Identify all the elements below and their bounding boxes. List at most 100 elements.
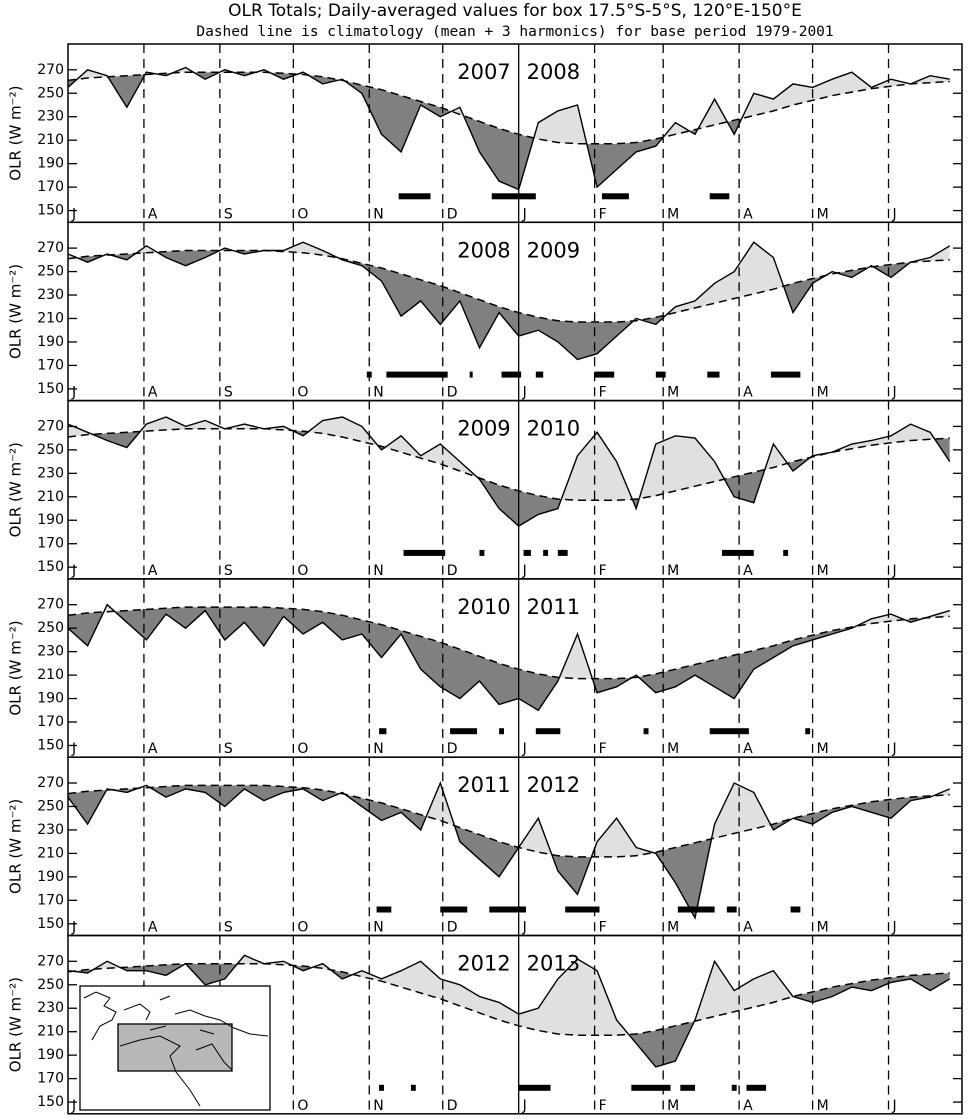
year-label: 2008	[457, 238, 510, 262]
olr-line	[67, 781, 951, 920]
panel-frame	[67, 934, 963, 1115]
climatology-line	[67, 606, 950, 680]
event-bar	[535, 728, 561, 735]
x-tick-label: M	[817, 920, 829, 936]
event-bar	[643, 728, 649, 735]
y-tick-label: 190	[37, 334, 64, 350]
y-tick-label: 190	[37, 691, 64, 707]
x-tick-label: O	[297, 385, 308, 401]
x-tick-label: M	[667, 1098, 679, 1114]
event-bar	[379, 728, 387, 735]
year-label: 2012	[457, 952, 510, 976]
y-tick-label: 230	[37, 1000, 64, 1016]
year-label: 2011	[527, 595, 580, 619]
x-tick-label: A	[743, 1098, 753, 1114]
x-tick-label: M	[667, 385, 679, 401]
event-bar	[379, 1084, 384, 1091]
x-tick-label: O	[297, 920, 308, 936]
y-tick-label: 230	[37, 465, 64, 481]
x-tick-label: N	[373, 1098, 383, 1114]
inset-map	[79, 985, 271, 1111]
event-bar	[491, 193, 536, 200]
y-tick-label: 150	[37, 381, 64, 397]
y-tick-label: 230	[37, 287, 64, 303]
x-tick-label: J	[892, 1098, 897, 1114]
event-bar	[557, 549, 568, 556]
x-tick-label: O	[297, 741, 308, 757]
x-tick-label: M	[817, 1098, 829, 1114]
event-bar	[770, 371, 801, 378]
y-tick-label: 250	[37, 442, 64, 458]
y-tick-label: 210	[37, 310, 64, 326]
x-tick-label: A	[743, 563, 753, 579]
x-tick-label: N	[373, 385, 383, 401]
x-tick-label: A	[743, 206, 753, 222]
y-tick-label: 270	[37, 418, 64, 434]
climatology-line	[67, 428, 950, 502]
y-tick-label: 150	[37, 737, 64, 753]
olr-line	[67, 241, 951, 361]
y-tick-label: 150	[37, 916, 64, 932]
event-bar	[376, 906, 392, 913]
x-tick-label: A	[148, 741, 158, 757]
x-tick-label: F	[599, 741, 607, 757]
event-bar	[469, 371, 473, 378]
event-bar	[721, 549, 754, 556]
y-tick-label: 250	[37, 85, 64, 101]
event-bar	[746, 1084, 767, 1091]
year-label: 2013	[527, 952, 580, 976]
event-bar	[386, 371, 448, 378]
year-label: 2011	[457, 773, 510, 797]
event-bar	[499, 728, 504, 735]
title: OLR Totals; Daily-averaged values for bo…	[228, 1, 802, 21]
y-axis-label: OLR (W m⁻²)	[7, 977, 25, 1072]
x-tick-label: F	[599, 1098, 607, 1114]
year-label: 2008	[527, 60, 580, 84]
x-tick-label: A	[148, 206, 158, 222]
y-tick-label: 270	[37, 62, 64, 78]
event-bar	[709, 728, 749, 735]
x-tick-label: D	[447, 741, 458, 757]
event-bar	[450, 728, 478, 735]
y-tick-label: 270	[37, 953, 64, 969]
event-bar	[501, 371, 522, 378]
x-tick-label: O	[297, 563, 308, 579]
y-tick-label: 150	[37, 203, 64, 219]
x-tick-label: J	[892, 563, 897, 579]
x-tick-label: A	[148, 920, 158, 936]
x-tick-label: N	[373, 563, 383, 579]
olr-line	[67, 603, 950, 712]
x-tick-label: J	[892, 206, 897, 222]
subtitle: Dashed line is climatology (mean + 3 har…	[196, 24, 833, 40]
event-bar	[783, 549, 789, 556]
y-tick-label: 190	[37, 512, 64, 528]
x-tick-label: D	[447, 206, 458, 222]
olr-line	[67, 954, 951, 1068]
event-bar	[805, 728, 811, 735]
y-tick-label: 250	[37, 620, 64, 636]
x-tick-label: J	[522, 1098, 527, 1114]
x-tick-label: M	[817, 206, 829, 222]
x-tick-label: S	[224, 385, 233, 401]
y-tick-label: 210	[37, 667, 64, 683]
event-bar	[601, 193, 629, 200]
year-label: 2009	[527, 238, 580, 262]
y-tick-label: 210	[37, 489, 64, 505]
x-tick-label: S	[224, 920, 233, 936]
year-label: 2010	[527, 417, 580, 441]
x-tick-label: M	[667, 920, 679, 936]
y-tick-label: 230	[37, 822, 64, 838]
y-axis-label: OLR (W m⁻²)	[7, 620, 25, 715]
x-tick-label: J	[71, 206, 76, 222]
event-bar	[631, 1084, 671, 1091]
y-tick-label: 150	[37, 559, 64, 575]
x-tick-label: D	[447, 563, 458, 579]
coastline	[83, 991, 269, 1107]
event-bar	[489, 906, 527, 913]
olr-line	[67, 416, 951, 527]
x-tick-label: M	[817, 563, 829, 579]
x-tick-label: F	[599, 385, 607, 401]
y-tick-label: 170	[37, 357, 64, 373]
event-bar	[594, 371, 615, 378]
